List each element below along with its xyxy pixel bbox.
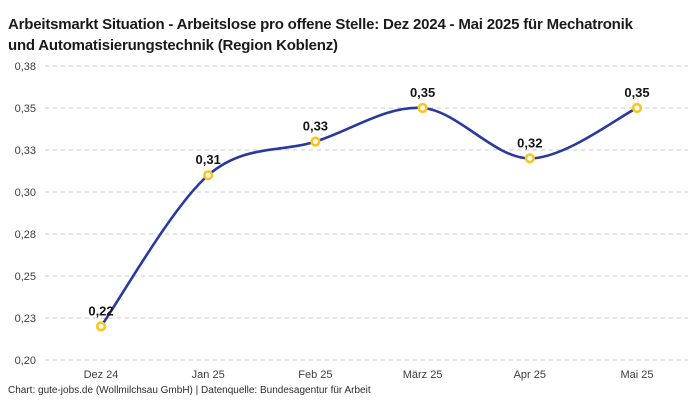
chart-title: Arbeitsmarkt Situation - Arbeitslose pro… [8,16,633,55]
series-line [99,106,639,328]
chart-source-credit: Chart: gute-jobs.de (Wollmilchsau GmbH) … [8,385,371,396]
y-tick-label: 0,28 [15,229,36,241]
x-tick-label: Mai 25 [620,369,653,381]
y-tick-label: 0,35 [15,103,36,115]
data-point-marker [524,153,535,164]
data-point-label: 0,33 [303,119,328,134]
data-point-marker [203,170,214,181]
x-tick-label: Feb 25 [298,369,332,381]
data-point-label: 0,22 [88,303,113,318]
data-point-marker [631,102,643,114]
data-point-label: 0,32 [517,135,542,150]
data-point-label: 0,35 [410,85,435,100]
y-tick-label: 0,20 [15,355,36,367]
data-point-marker [417,102,428,114]
y-tick-label: 0,23 [15,313,36,325]
y-tick-label: 0,30 [15,187,36,199]
data-point-marker [310,136,321,147]
x-tick-label: Jan 25 [192,369,225,381]
x-tick-label: Apr 25 [514,369,546,381]
y-tick-label: 0,38 [15,61,36,73]
x-tick-label: Dez 24 [84,369,119,381]
data-point-label: 0,35 [624,85,649,100]
x-tick-label: März 25 [403,369,443,381]
y-tick-label: 0,25 [15,271,36,283]
data-point-marker [95,321,107,332]
data-point-label: 0,31 [196,152,221,167]
y-tick-label: 0,33 [15,145,36,157]
